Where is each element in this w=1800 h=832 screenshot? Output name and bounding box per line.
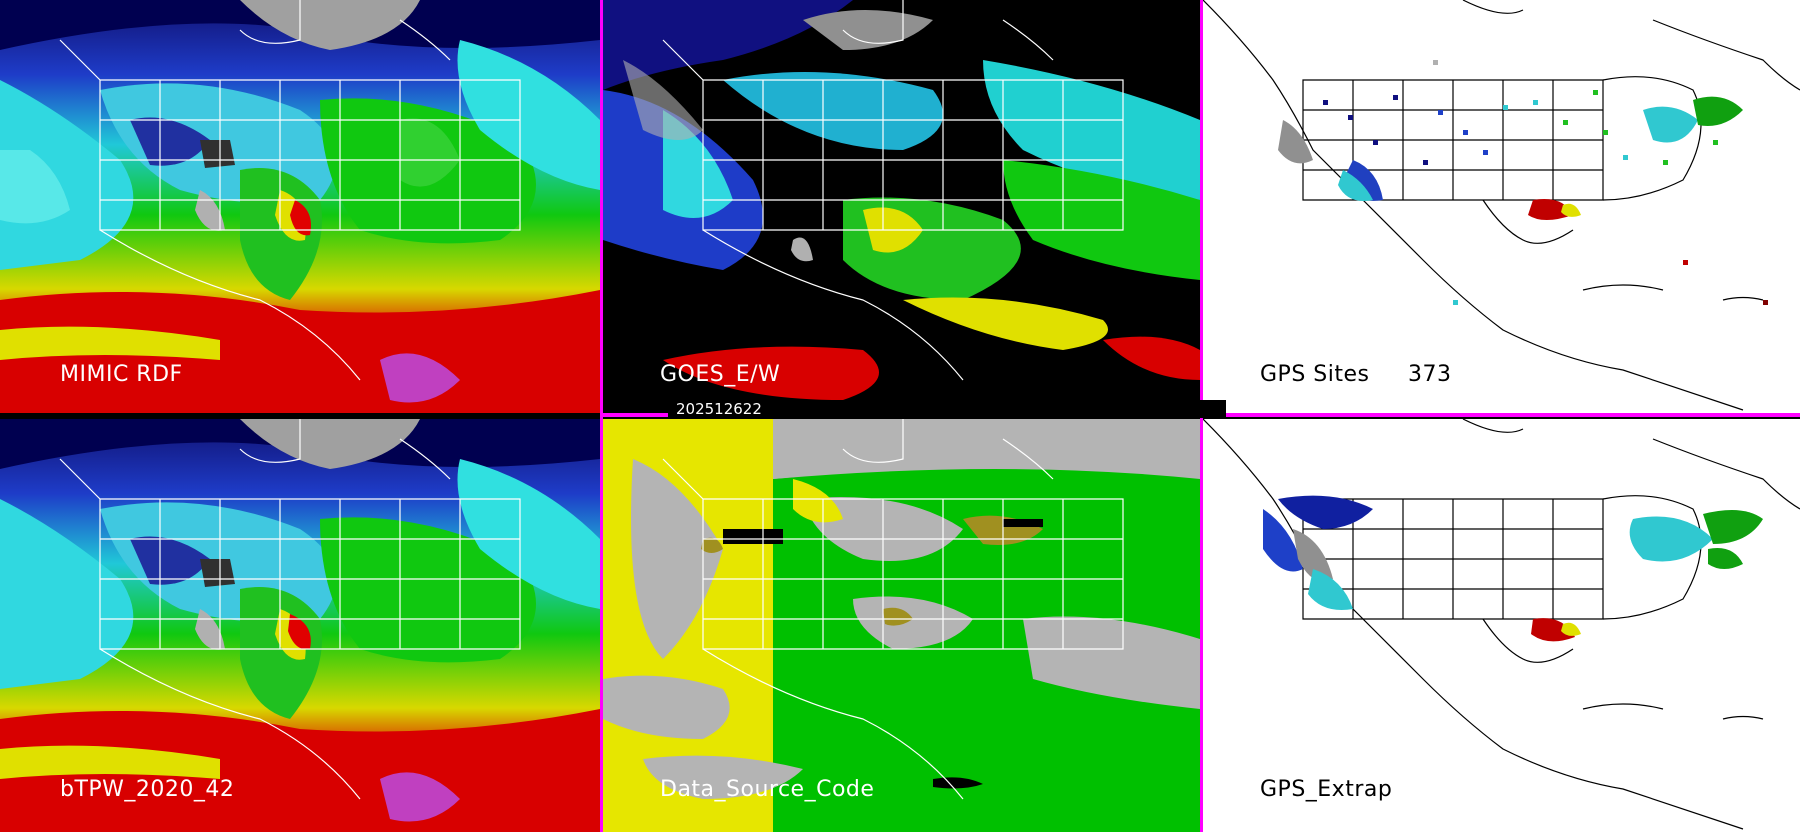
panel-label-gps-extrap: GPS_Extrap (1260, 777, 1393, 802)
btpw-map (0, 419, 600, 832)
panel-mimic-rdf: MIMIC RDF (0, 0, 600, 413)
panel-data-source-code: Data_Source_Code (603, 419, 1200, 832)
separator-vertical-1 (600, 0, 603, 832)
panel-label-goes-ew: GOES_E/W (660, 362, 781, 387)
panel-label-gps-sites: GPS Sites (1260, 362, 1370, 387)
panel-btpw: bTPW_2020_42 (0, 419, 600, 832)
timestamp-text: 202512622 (676, 400, 762, 418)
gps-sites-count: 373 (1408, 362, 1452, 387)
goes-ew-map (603, 0, 1200, 413)
timestamp-bar: 202512622 (668, 400, 1226, 418)
mimic-rdf-map (0, 0, 600, 413)
panel-label-data-source-code: Data_Source_Code (660, 777, 875, 802)
gps-extrap-map (1203, 419, 1800, 832)
panel-label-mimic-rdf: MIMIC RDF (60, 362, 183, 387)
panel-gps-extrap: GPS_Extrap (1203, 419, 1800, 832)
panel-goes-ew: GOES_E/W (603, 0, 1200, 413)
data-source-code-map (603, 419, 1200, 832)
panel-gps-sites: GPS Sites 373 (1203, 0, 1800, 413)
gps-sites-map (1203, 0, 1800, 413)
panel-label-btpw: bTPW_2020_42 (60, 777, 235, 802)
